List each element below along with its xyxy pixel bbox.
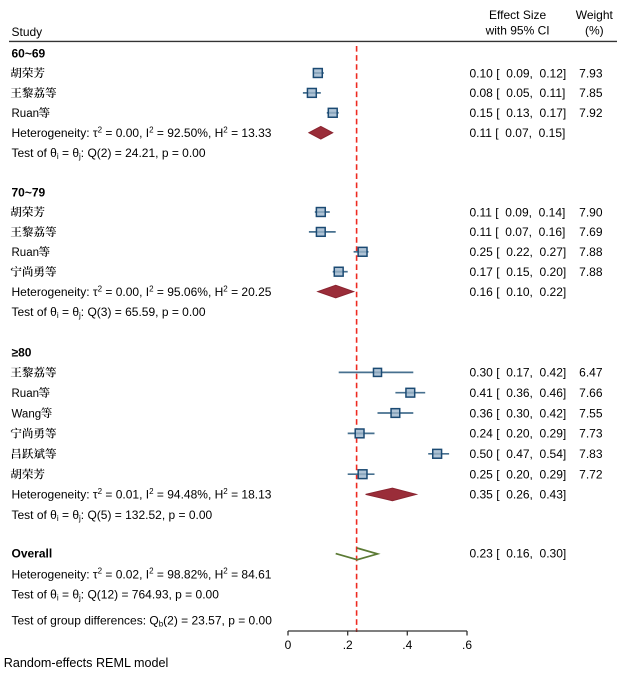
svg-text:Ruan: Ruan [12,388,40,400]
svg-text:7.66: 7.66 [579,386,603,400]
svg-text:0.16 [ 0.10, 0.22]: 0.16 [ 0.10, 0.22] [470,285,567,299]
svg-text:0.08 [ 0.05, 0.11]: 0.08 [ 0.05, 0.11] [470,86,566,100]
svg-text:0.35 [ 0.26, 0.43]: 0.35 [ 0.26, 0.43] [470,488,567,502]
svg-text:70~79: 70~79 [12,185,46,199]
svg-text:Test of group differences: Qb(: Test of group differences: Qb(2) = 23.57… [12,614,273,629]
svg-text:0.11 [ 0.07, 0.15]: 0.11 [ 0.07, 0.15] [470,126,566,140]
svg-text:0.41 [ 0.36, 0.46]: 0.41 [ 0.36, 0.46] [470,386,567,400]
svg-text:0.30 [ 0.17, 0.42]: 0.30 [ 0.17, 0.42] [470,366,567,380]
svg-text:Heterogeneity: τ2 = 0.00, I2 =: Heterogeneity: τ2 = 0.00, I2 = 95.06%, H… [12,284,272,299]
svg-text:7.90: 7.90 [579,205,603,219]
svg-text:7.88: 7.88 [579,245,603,259]
svg-text:Study: Study [12,25,43,39]
svg-text:0.11 [ 0.09, 0.14]: 0.11 [ 0.09, 0.14] [470,205,566,219]
svg-text:0.36 [ 0.30, 0.42]: 0.36 [ 0.30, 0.42] [470,406,567,420]
svg-text:Test of θi = θj: Q(3) = 65.59,: Test of θi = θj: Q(3) = 65.59, p = 0.00 [12,305,206,320]
svg-text:7.72: 7.72 [579,468,603,482]
svg-text:with 95% CI: with 95% CI [485,24,550,38]
svg-text:(%): (%) [585,24,604,38]
svg-text:0.25 [ 0.22, 0.27]: 0.25 [ 0.22, 0.27] [470,245,567,259]
svg-text:Random-effects REML model: Random-effects REML model [4,656,169,670]
svg-text:Effect Size: Effect Size [489,8,546,22]
svg-text:.4: .4 [402,638,412,652]
svg-text:Test of θi = θj: Q(12) = 764.9: Test of θi = θj: Q(12) = 764.93, p = 0.0… [12,588,220,603]
svg-text:Heterogeneity: τ2 = 0.01, I2 =: Heterogeneity: τ2 = 0.01, I2 = 94.48%, H… [12,487,272,502]
svg-text:7.85: 7.85 [579,86,603,100]
svg-text:Test of θi = θj: Q(2) = 24.21,: Test of θi = θj: Q(2) = 24.21, p = 0.00 [12,146,206,161]
svg-text:7.69: 7.69 [579,225,603,239]
svg-text:0.24 [ 0.20, 0.29]: 0.24 [ 0.20, 0.29] [470,427,567,441]
svg-text:0.11 [ 0.07, 0.16]: 0.11 [ 0.07, 0.16] [470,225,566,239]
svg-text:6.47: 6.47 [579,366,603,380]
svg-text:0.50 [ 0.47, 0.54]: 0.50 [ 0.47, 0.54] [470,447,567,461]
svg-text:Wang: Wang [12,408,42,420]
svg-text:.6: .6 [462,638,472,652]
svg-text:Ruan: Ruan [12,108,40,120]
svg-text:7.55: 7.55 [579,406,603,420]
svg-text:0.15 [ 0.13, 0.17]: 0.15 [ 0.13, 0.17] [470,106,567,120]
svg-text:0.25 [ 0.20, 0.29]: 0.25 [ 0.20, 0.29] [470,468,567,482]
svg-text:≥80: ≥80 [12,345,32,359]
svg-text:7.83: 7.83 [579,447,603,461]
svg-text:0.23 [ 0.16, 0.30]: 0.23 [ 0.16, 0.30] [470,547,567,561]
svg-text:7.73: 7.73 [579,427,603,441]
svg-text:7.93: 7.93 [579,66,603,80]
svg-text:7.92: 7.92 [579,106,603,120]
svg-text:Heterogeneity: τ2 = 0.02, I2 =: Heterogeneity: τ2 = 0.02, I2 = 98.82%, H… [12,567,272,582]
svg-text:.2: .2 [343,638,353,652]
svg-text:7.88: 7.88 [579,265,603,279]
svg-text:0: 0 [285,638,292,652]
svg-text:0.17 [ 0.15, 0.20]: 0.17 [ 0.15, 0.20] [470,265,567,279]
svg-text:Weight: Weight [576,8,614,22]
svg-text:Ruan: Ruan [12,247,40,259]
svg-text:60~69: 60~69 [12,46,46,60]
svg-text:Overall: Overall [12,547,53,561]
svg-text:Heterogeneity: τ2 = 0.00, I2 =: Heterogeneity: τ2 = 0.00, I2 = 92.50%, H… [12,125,272,140]
svg-text:0.10 [ 0.09, 0.12]: 0.10 [ 0.09, 0.12] [470,66,567,80]
svg-text:Test of θi = θj: Q(5) = 132.52: Test of θi = θj: Q(5) = 132.52, p = 0.00 [12,508,213,523]
